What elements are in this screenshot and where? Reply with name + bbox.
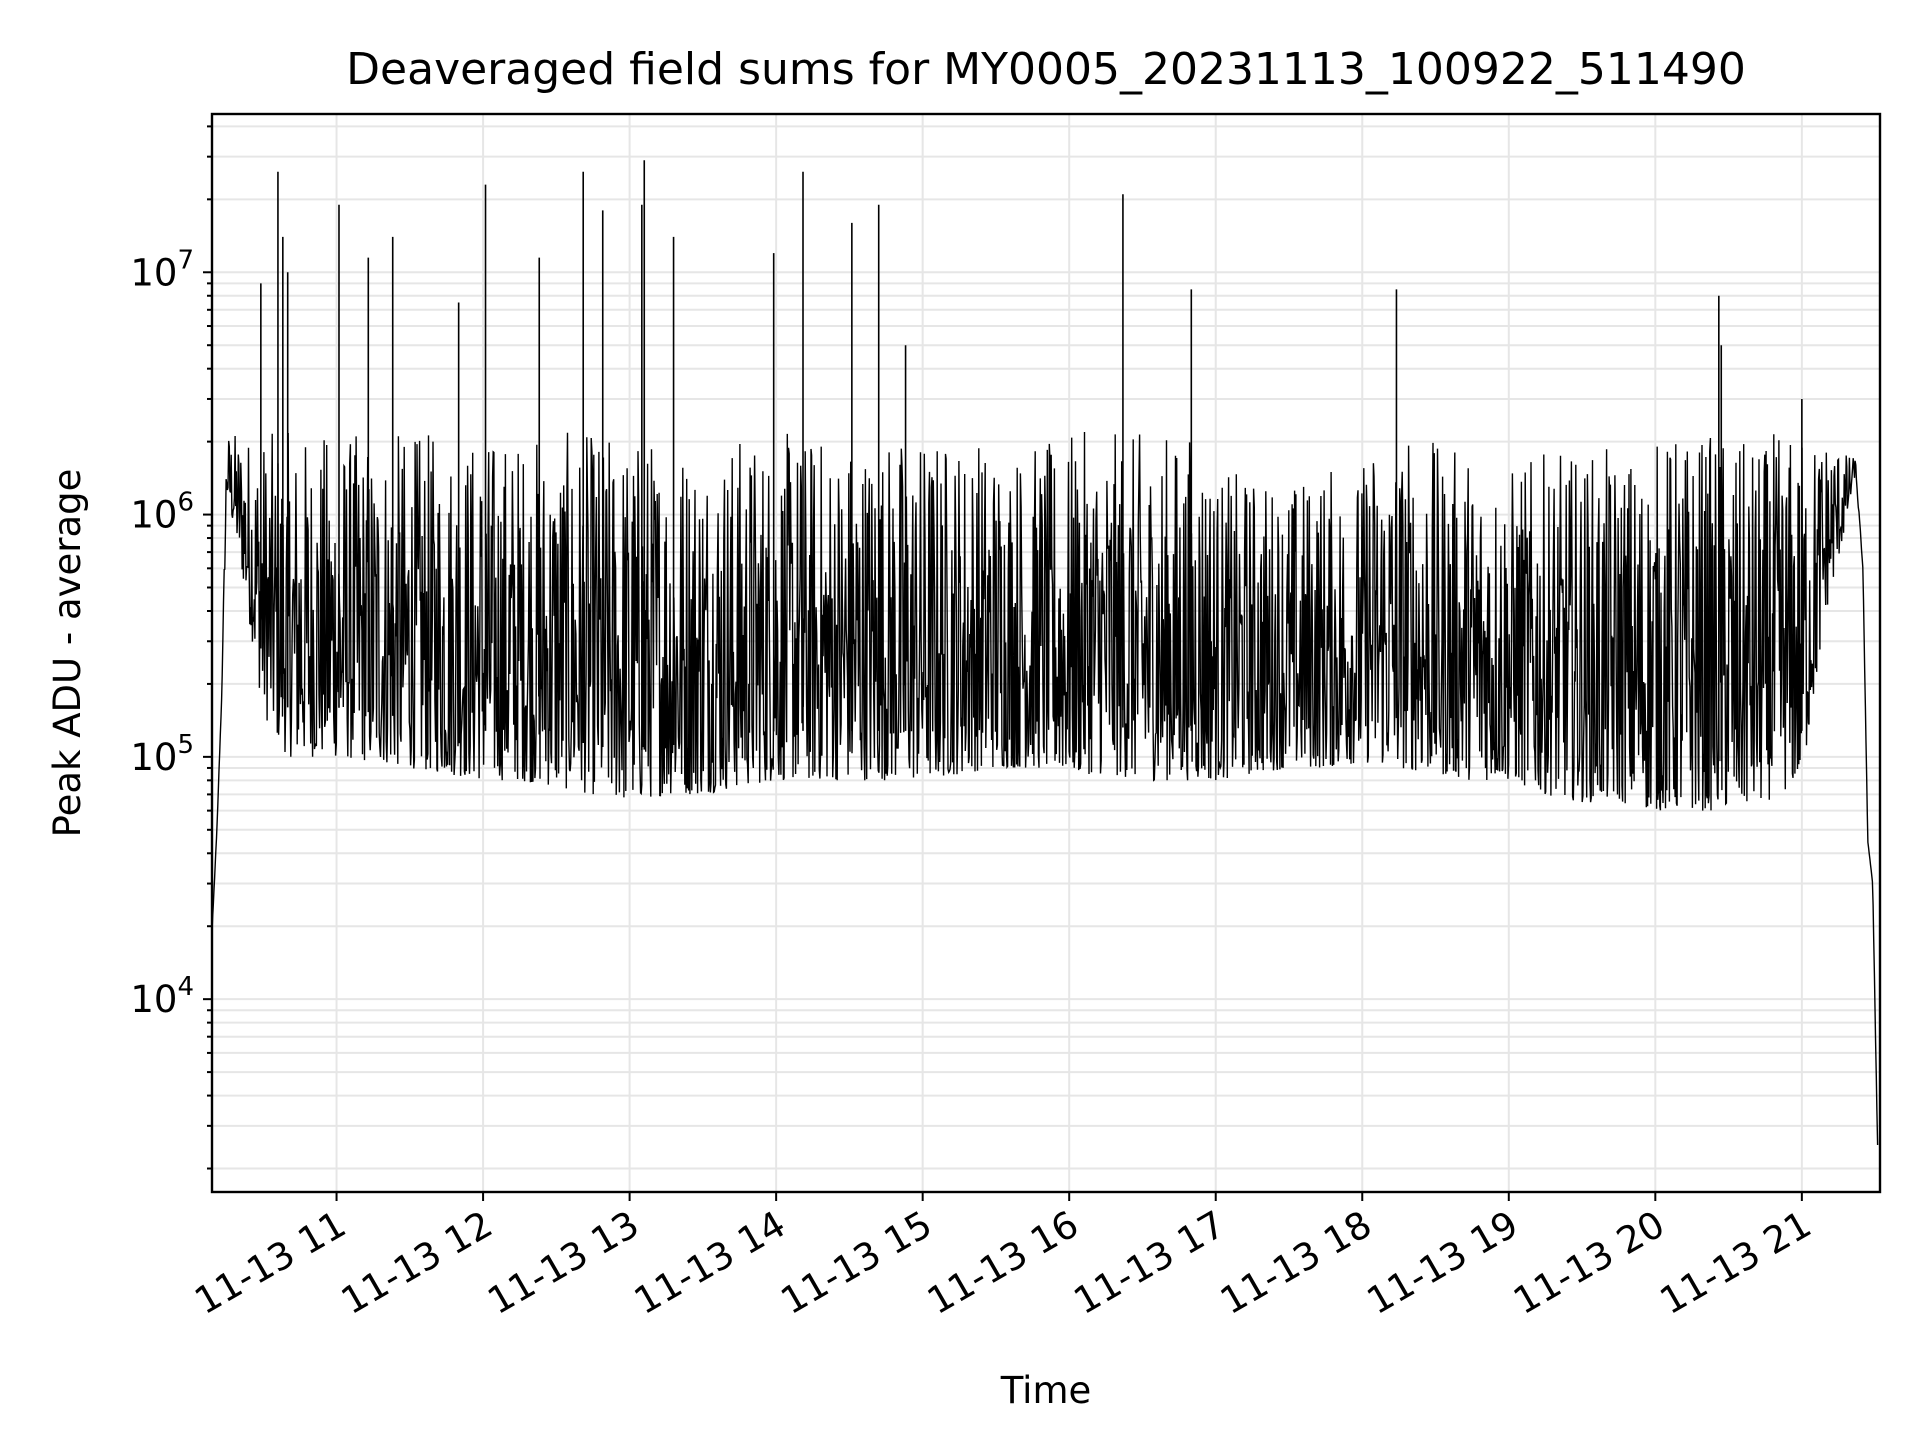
y-tick-label: 104 [130,972,194,1021]
y-axis-label: Peak ADU - average [46,469,89,838]
series-line [211,431,1879,1146]
plot-frame [210,112,1882,1194]
y-axis: 104 105 106 107 [130,125,212,1170]
y-tick-label: 106 [130,488,194,537]
chart-title: Deaveraged field sums for MY0005_2023111… [346,44,1746,95]
y-tick-label: 107 [130,245,194,294]
series [211,160,1879,1146]
y-tick-label: 105 [130,730,194,779]
x-axis-label: Time [1000,1369,1092,1412]
